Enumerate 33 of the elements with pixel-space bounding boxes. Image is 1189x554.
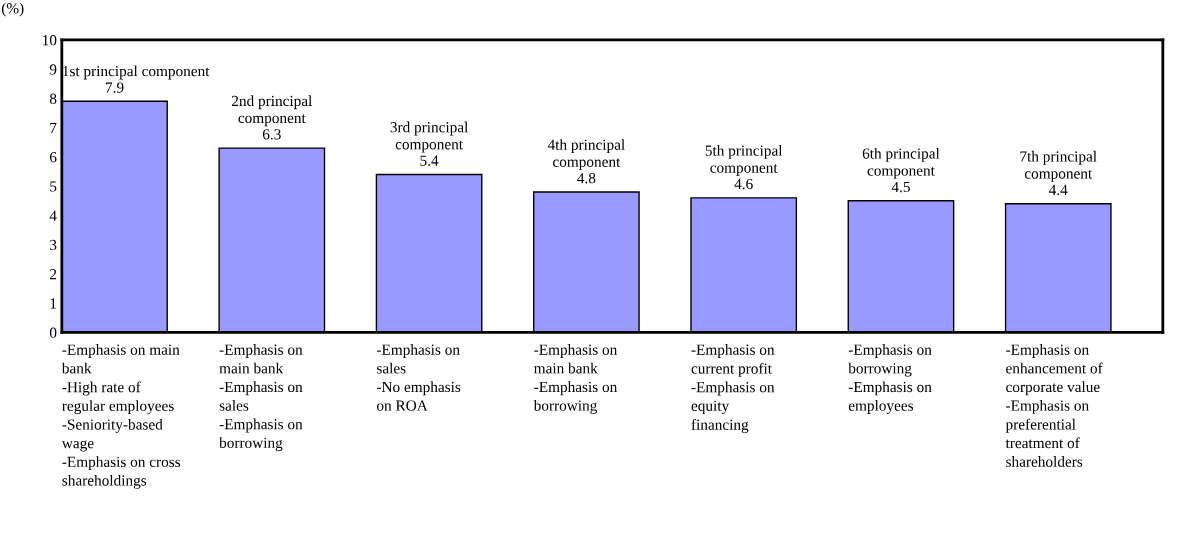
data-label: 4.4 [1049, 184, 1068, 196]
y-tick-label: 6 [49, 152, 57, 163]
y-tick-label: 2 [50, 269, 57, 280]
y-tick-label: 4 [49, 210, 57, 221]
y-tick-label: 0 [49, 327, 57, 338]
annotation: 6th principal component [862, 147, 940, 179]
data-label: 5.4 [420, 155, 439, 166]
data-label: 7.9 [105, 82, 124, 93]
annotation: 4th principal component [547, 139, 625, 171]
x-tick-label: -Emphasis on sales -No emphasis on ROA [376, 344, 461, 411]
x-tick-label: -Emphasis on main bank -High rate of regular employees -Seniority-based wage -Emphasis on cross shareholdings [61, 344, 181, 489]
y-tick-label: 8 [49, 93, 57, 104]
y-axis-title: (%) [1, 2, 24, 17]
data-label: 4.8 [577, 173, 596, 184]
annotation: 2nd principal component [231, 95, 313, 127]
x-tick-label: -Emphasis on main bank -Emphasis on borrowing [533, 344, 618, 414]
y-tick-label: 7 [50, 122, 57, 133]
x-tick-label: -Emphasis on current profit -Emphasis on equity financing [691, 344, 775, 433]
data-label: 4.6 [734, 178, 753, 190]
x-tick-label: -Emphasis on main bank -Emphasis on sales -Emphasis on borrowing [219, 344, 303, 452]
y-tick-label: 1 [50, 298, 57, 309]
y-tick-label: 5 [50, 181, 57, 192]
x-tick-label: -Emphasis on enhancement of corporate value -Emphasis on preferential treatment of shareholders [1005, 344, 1103, 467]
y-tick-label: 3 [50, 239, 57, 251]
annotation: 3rd principal component [390, 121, 469, 153]
annotation: 5th principal component [705, 145, 783, 176]
annotation: 7th principal component [1020, 150, 1097, 182]
y-tick-label: 10 [43, 35, 57, 46]
annotation: 1st principal component [63, 65, 210, 80]
x-tick-label: -Emphasis on borrowing -Emphasis on employees [848, 344, 932, 414]
data-label: 4.5 [891, 181, 910, 193]
y-tick-label: 9 [49, 64, 57, 75]
data-label: 6.3 [262, 129, 281, 140]
